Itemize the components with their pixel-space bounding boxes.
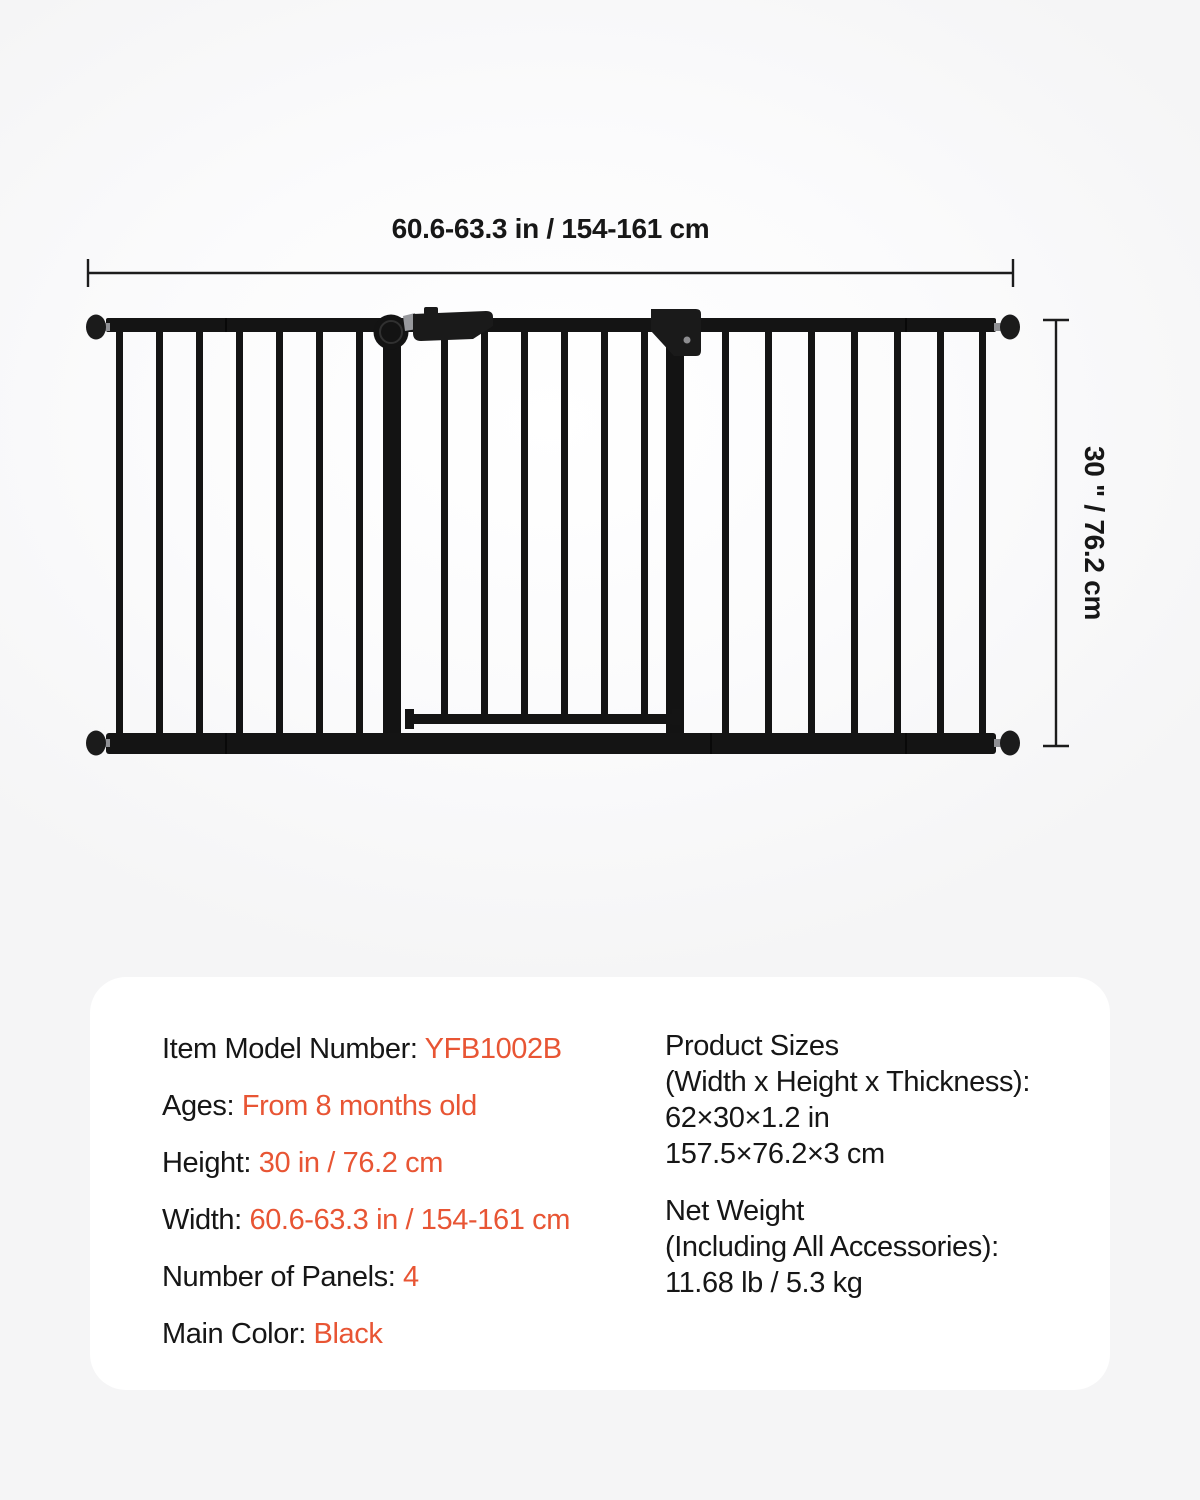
width-dimension-line — [86, 259, 1015, 287]
pressure-mount-knob-bottom-right — [994, 730, 1020, 756]
spec-card: Item Model Number: YFB1002B Ages: From 8… — [90, 977, 1110, 1390]
spec-list-left: Item Model Number: YFB1002B Ages: From 8… — [162, 1031, 570, 1373]
spec-row-color: Main Color: Black — [162, 1316, 570, 1352]
latch-bracket — [651, 309, 701, 356]
left-panel-bars — [116, 325, 363, 741]
gate-top-rail — [106, 318, 996, 332]
hinge-post — [383, 327, 401, 748]
spec-label: Net Weight — [665, 1195, 804, 1227]
spec-label: (Including All Accessories): — [665, 1231, 999, 1263]
spec-label: Ages: — [162, 1090, 235, 1122]
spec-list-right: Product Sizes (Width x Height x Thicknes… — [665, 1028, 1030, 1301]
spec-value: Black — [313, 1318, 383, 1350]
spec-value: 30 in / 76.2 cm — [258, 1147, 444, 1179]
door-threshold-bar — [405, 709, 681, 729]
spec-row-height: Height: 30 in / 76.2 cm — [162, 1145, 570, 1181]
pressure-mount-knob-bottom-left — [86, 730, 110, 756]
spec-value: 60.6-63.3 in / 154-161 cm — [249, 1204, 570, 1236]
spec-label: Number of Panels: — [162, 1261, 396, 1293]
spec-label: Main Color: — [162, 1318, 306, 1350]
hinge-disc — [373, 314, 409, 350]
latch-screw — [683, 336, 691, 344]
pressure-mount-knob-top-left — [86, 314, 110, 340]
spec-value: 4 — [403, 1261, 419, 1293]
spec-value: 11.68 lb / 5.3 kg — [665, 1267, 863, 1299]
spec-value: YFB1002B — [424, 1033, 562, 1065]
height-dimension-line — [1043, 318, 1069, 748]
spec-block-product-sizes: Product Sizes (Width x Height x Thicknes… — [665, 1028, 1030, 1172]
gate-diagram: 60.6-63.3 in / 154-161 cm 30 " / 76.2 cm — [86, 213, 1110, 756]
width-dimension-label: 60.6-63.3 in / 154-161 cm — [391, 213, 710, 244]
door-handle — [413, 307, 493, 341]
spec-row-width: Width: 60.6-63.3 in / 154-161 cm — [162, 1202, 570, 1238]
spec-value: 157.5×76.2×3 cm — [665, 1138, 885, 1170]
spec-row-model-number: Item Model Number: YFB1002B — [162, 1031, 570, 1067]
spec-row-panels: Number of Panels: 4 — [162, 1259, 570, 1295]
right-panel-bars — [722, 325, 986, 741]
latch-post — [666, 327, 684, 748]
spec-value: 62×30×1.2 in — [665, 1102, 830, 1134]
spec-label: Height: — [162, 1147, 252, 1179]
spec-row-ages: Ages: From 8 months old — [162, 1088, 570, 1124]
spec-label: Product Sizes — [665, 1030, 839, 1062]
spec-label: (Width x Height x Thickness): — [665, 1066, 1030, 1098]
door-panel-bars — [441, 327, 648, 719]
gate-bottom-rail — [106, 733, 996, 754]
spec-block-net-weight: Net Weight (Including All Accessories): … — [665, 1193, 1030, 1301]
height-dimension-label: 30 " / 76.2 cm — [1079, 445, 1110, 621]
baby-gate-illustration — [86, 259, 1069, 756]
pressure-mount-knob-top-right — [994, 314, 1020, 340]
spec-value: From 8 months old — [241, 1090, 477, 1122]
spec-label: Width: — [162, 1204, 242, 1236]
spec-label: Item Model Number: — [162, 1033, 418, 1065]
